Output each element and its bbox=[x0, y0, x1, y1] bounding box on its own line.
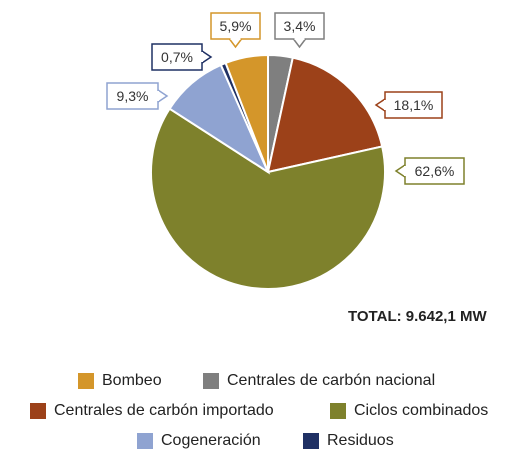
legend-label: Centrales de carbón importado bbox=[54, 402, 274, 419]
slice-label: 18,1% bbox=[374, 91, 443, 119]
slice-label: 62,6% bbox=[394, 157, 465, 185]
slice-label: 0,7% bbox=[151, 43, 213, 71]
legend-swatch bbox=[330, 403, 346, 419]
slice-value-label: 62,6% bbox=[415, 163, 455, 179]
pie-slice bbox=[224, 53, 269, 173]
legend-swatch bbox=[303, 433, 319, 449]
legend-item-ciclos-combinados: Ciclos combinados bbox=[330, 402, 488, 420]
legend-swatch bbox=[203, 373, 219, 389]
slice-value-label: 18,1% bbox=[394, 97, 434, 113]
legend-item-bombeo: Bombeo bbox=[78, 372, 162, 390]
slice-label: 9,3% bbox=[106, 82, 169, 110]
chart-total: TOTAL: 9.642,1 MW bbox=[348, 308, 487, 325]
pie-slice bbox=[266, 56, 384, 174]
pie-chart: 3,4% 18,1% 62,6% 9,3% 0,7% 5,9% bbox=[106, 12, 465, 290]
slice-value-label: 5,9% bbox=[220, 18, 252, 34]
legend-swatch bbox=[78, 373, 94, 389]
pie-slice bbox=[150, 107, 386, 290]
slice-value-label: 0,7% bbox=[161, 49, 193, 65]
slice-value-label: 3,4% bbox=[284, 18, 316, 34]
legend-item-residuos: Residuos bbox=[303, 432, 394, 450]
legend-label: Centrales de carbón nacional bbox=[227, 372, 436, 389]
legend-swatch bbox=[30, 403, 46, 419]
slice-label: 3,4% bbox=[274, 12, 325, 49]
legend-item-cogeneracion: Cogeneración bbox=[137, 432, 261, 450]
slice-label: 5,9% bbox=[210, 12, 261, 49]
legend-label: Cogeneración bbox=[161, 432, 261, 449]
legend-item-carbon-nacional: Centrales de carbón nacional bbox=[203, 372, 435, 390]
legend-label: Ciclos combinados bbox=[354, 402, 489, 419]
slice-value-label: 9,3% bbox=[117, 88, 149, 104]
legend-label: Residuos bbox=[327, 432, 394, 449]
legend-label: Bombeo bbox=[102, 372, 162, 389]
legend-swatch bbox=[137, 433, 153, 449]
legend-item-carbon-importado: Centrales de carbón importado bbox=[30, 402, 274, 420]
